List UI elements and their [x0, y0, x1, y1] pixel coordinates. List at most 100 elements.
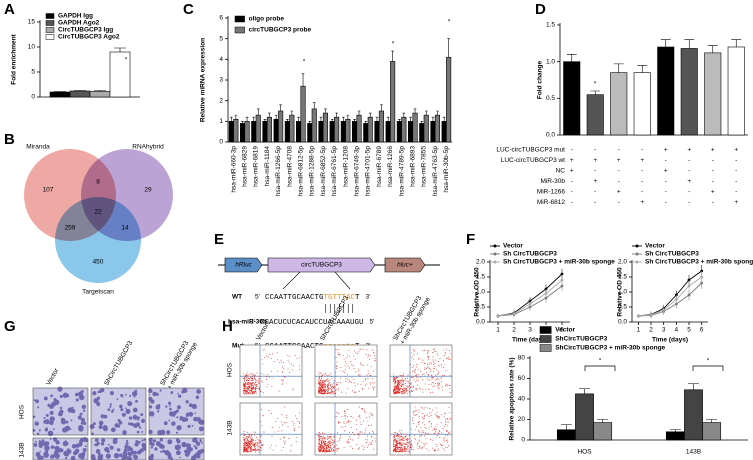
- legend-swatch: [234, 26, 245, 34]
- sequence-end: 3': [250, 319, 255, 326]
- error-bar: [688, 383, 699, 390]
- venn-count: 22: [94, 209, 102, 216]
- condition-sign: -: [665, 178, 667, 185]
- legend-label: ShCircTUBGCP3: [555, 336, 607, 343]
- condition-label: MiR-30b: [540, 178, 565, 185]
- venn-set-label: Miranda: [26, 144, 50, 151]
- construct-box: [384, 257, 426, 273]
- condition-sign: -: [641, 168, 643, 175]
- error-bar: [590, 90, 601, 95]
- legend-label: CircTUBGCP3 Igg: [58, 27, 113, 34]
- error-bar: [684, 39, 695, 49]
- legend-label: Vector: [503, 243, 523, 250]
- error-bar: [660, 39, 671, 47]
- error-bar: [380, 104, 383, 111]
- error-bar: [324, 108, 327, 114]
- condition-sign: -: [688, 157, 690, 164]
- bar: [704, 52, 722, 136]
- bar: [374, 121, 380, 143]
- error-bar: [566, 54, 577, 62]
- error-bar: [375, 116, 379, 122]
- error-bar: [346, 114, 350, 120]
- sequence-label: hsa-miR-30b: [228, 319, 267, 326]
- legend-label: Sh CircTUBGCP3 + miR-30b sponge: [503, 259, 615, 266]
- x-axis-label: Time (days): [512, 337, 548, 344]
- condition-sign: -: [641, 189, 643, 196]
- significance-bracket: [584, 365, 616, 371]
- x-tick-label: hsa-miR-6852-5p: [320, 146, 327, 197]
- error-bar: [234, 114, 238, 120]
- bar: [255, 114, 261, 143]
- bar: [665, 431, 685, 441]
- y-tick-label: 0.0: [618, 319, 627, 326]
- bar: [610, 72, 628, 136]
- condition-sign: -: [735, 157, 737, 164]
- x-tick-label: hsa-miR-660-3p: [230, 146, 237, 193]
- x-tick-label: hsa-miR-6749-3p: [354, 146, 361, 197]
- bar: [228, 121, 234, 143]
- venn-set: [55, 197, 141, 283]
- condition-sign: +: [617, 157, 621, 164]
- error-bar: [442, 116, 446, 122]
- bar: [430, 121, 436, 143]
- flow-events: [318, 348, 376, 395]
- error-bar: [413, 108, 417, 114]
- y-tick-label: 0.5: [546, 95, 555, 102]
- y-axis-label: Relative OD 450: [617, 267, 624, 317]
- y-tick-label: 5: [31, 69, 35, 76]
- legend-label: Vector: [555, 327, 575, 334]
- significance-mark: *: [392, 41, 395, 48]
- condition-sign: -: [594, 147, 596, 154]
- error-bar: [420, 121, 424, 124]
- condition-sign: -: [571, 199, 573, 206]
- significance-mark: *: [707, 358, 710, 365]
- y-tick-label: 1.0: [618, 289, 627, 296]
- panel-letter: A: [4, 1, 15, 18]
- legend-label: Sh CircTUBGCP3 + miR-30b sponge: [645, 259, 753, 266]
- y-tick-label: 40: [518, 396, 526, 403]
- significance-mark: *: [448, 19, 451, 26]
- error-bar: [731, 39, 742, 47]
- stained-cells: [89, 388, 145, 435]
- y-axis-label: Relative apoptosis rate (%): [509, 357, 516, 440]
- x-tick-label: hsa-miR-1288-5p: [309, 146, 316, 197]
- legend-label: GAPDH Igg: [58, 13, 93, 20]
- flow-plot: [314, 344, 378, 398]
- venn-count: 107: [43, 187, 54, 194]
- error-bar: [353, 118, 356, 122]
- bar: [345, 118, 351, 143]
- condition-sign: -: [712, 157, 714, 164]
- y-tick-label: 0.5: [476, 304, 485, 311]
- x-tick-label: hsa-miR-1184: [264, 146, 271, 187]
- y-tick-label: 20: [518, 416, 526, 423]
- error-bar: [330, 118, 334, 122]
- bar: [334, 116, 340, 143]
- condition-sign: -: [618, 178, 620, 185]
- error-bar: [256, 108, 260, 116]
- error-bar: [637, 65, 648, 73]
- bar: [307, 123, 313, 143]
- y-tick-label: 5: [219, 35, 223, 42]
- flow-plot: [239, 344, 303, 398]
- sequence-part: CCAATTGCAACTG: [265, 294, 324, 302]
- x-tick-label: hsa-miR-1266-5p: [275, 146, 282, 197]
- legend-swatch: [539, 326, 552, 334]
- bar: [446, 56, 452, 143]
- venn-set-label: Targetscan: [82, 289, 114, 296]
- panel-letter: G: [4, 318, 16, 335]
- line: [638, 276, 702, 317]
- bar: [69, 90, 91, 98]
- error-bar: [364, 121, 368, 124]
- bar: [367, 116, 373, 143]
- y-tick-label: 15: [28, 19, 36, 26]
- sequence: CGACUCUCACAUCCUACAAAUGU: [260, 319, 364, 327]
- sequence-end: 5': [255, 294, 260, 301]
- bar: [563, 61, 581, 136]
- y-tick-label: 6: [219, 15, 223, 22]
- condition-label: LUC-circTUBGCP3 wt: [501, 157, 565, 164]
- x-tick-label: 2: [649, 327, 653, 334]
- flow-plot: [239, 402, 303, 456]
- condition-sign: -: [571, 147, 573, 154]
- row-label: 143B: [227, 420, 234, 435]
- error-bar: [54, 91, 66, 92]
